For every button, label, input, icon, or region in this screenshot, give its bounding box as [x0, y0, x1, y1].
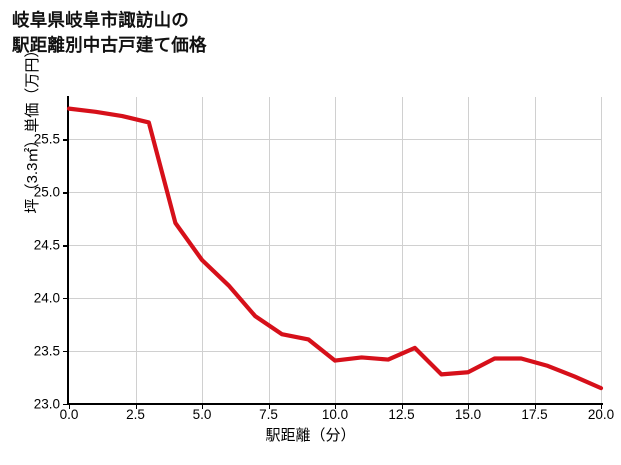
gridline-vertical	[202, 97, 203, 404]
gridline-vertical	[534, 97, 536, 404]
y-tick-mark	[63, 192, 68, 194]
x-tick-label: 12.5	[388, 407, 415, 422]
chart-title: 岐阜県岐阜市諏訪山の 駅距離別中古戸建て価格	[12, 10, 207, 55]
x-tick-label: 10.0	[321, 407, 349, 422]
gridline-vertical	[335, 97, 336, 404]
x-axis-spine	[67, 402, 603, 406]
x-tick-label: 17.5	[521, 407, 548, 422]
gridline-vertical	[468, 97, 469, 404]
x-tick-label: 7.5	[259, 407, 278, 422]
y-tick-label: 24.5	[33, 237, 60, 253]
series-line-chart	[66, 106, 604, 391]
x-tick-mark	[69, 404, 71, 409]
x-tick-mark	[335, 404, 337, 409]
y-tick-mark	[63, 139, 68, 141]
x-tick-mark	[401, 404, 403, 409]
gridline-vertical	[601, 97, 602, 404]
x-tick-label: 15.0	[454, 407, 482, 422]
y-tick-label: 23.0	[33, 396, 60, 412]
gridline-vertical	[401, 97, 403, 404]
y-tick-label: 25.5	[33, 131, 60, 147]
y-tick-mark	[63, 298, 68, 300]
x-tick-mark	[534, 404, 536, 409]
y-tick-label: 24.0	[33, 290, 60, 306]
x-tick-mark	[601, 404, 603, 409]
y-tick-label: 23.5	[33, 343, 60, 359]
x-axis-label: 駅距離（分）	[265, 427, 356, 444]
y-tick-mark	[63, 245, 68, 247]
x-tick-mark	[268, 404, 270, 409]
gridline-vertical	[135, 97, 137, 404]
x-tick-label: 5.0	[192, 407, 212, 422]
x-tick-mark	[468, 404, 470, 409]
x-tick-label: 2.5	[126, 407, 145, 422]
x-tick-label: 0.0	[59, 407, 79, 422]
y-tick-label: 25.0	[33, 184, 60, 200]
price-line	[66, 106, 604, 391]
gridline-vertical	[268, 97, 270, 404]
x-tick-mark	[135, 404, 137, 409]
x-tick-mark	[202, 404, 204, 409]
y-axis-spine	[67, 96, 70, 405]
x-tick-label: 20.0	[587, 407, 615, 422]
y-tick-mark	[63, 351, 68, 353]
y-tick-mark	[63, 404, 68, 406]
